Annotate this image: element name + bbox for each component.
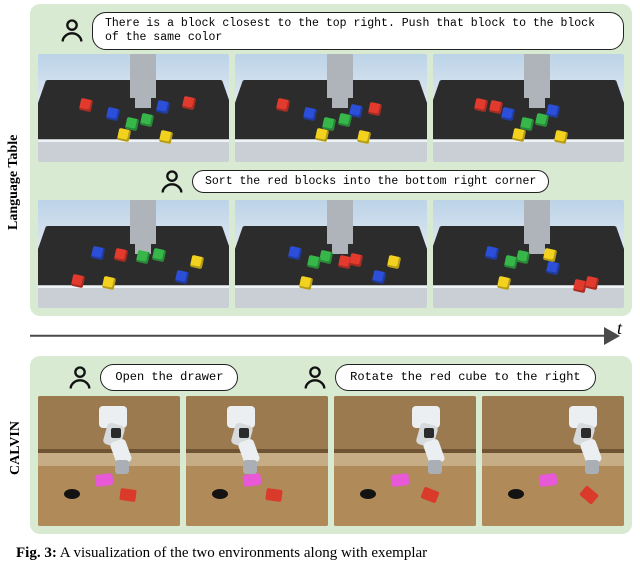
calvin-scene	[38, 396, 180, 526]
calvin-instruction-1: Open the drawer	[100, 364, 238, 390]
person-icon	[158, 168, 186, 196]
lt-scene	[235, 54, 426, 162]
calvin-instruction-row: Open the drawer Rotate the red cube to t…	[38, 364, 624, 392]
time-arrow: t	[30, 322, 622, 350]
lt-row-2	[38, 200, 624, 308]
lt-instruction-row-1: There is a block closest to the top righ…	[38, 12, 624, 50]
calvin-instruction-2: Rotate the red cube to the right	[335, 364, 595, 390]
lt-scene	[433, 54, 624, 162]
time-arrow-label: t	[617, 318, 622, 339]
lt-row-1	[38, 54, 624, 162]
language-table-panel: Language Table There is a block closest …	[30, 4, 632, 316]
lt-scene	[235, 200, 426, 308]
calvin-scene	[334, 396, 476, 526]
calvin-scene	[186, 396, 328, 526]
lt-instruction-row-2: Sort the red blocks into the bottom righ…	[38, 168, 624, 196]
caption-text: A visualization of the two environments …	[57, 545, 427, 561]
calvin-panel: CALVIN Open the drawer Rotate the red cu…	[30, 356, 632, 534]
lt-scene	[433, 200, 624, 308]
time-arrow-line	[30, 334, 604, 337]
language-table-label: Language Table	[6, 90, 22, 230]
caption-prefix: Fig. 3:	[16, 545, 57, 561]
figure-caption: Fig. 3: A visualization of the two envir…	[8, 534, 632, 564]
calvin-scene	[482, 396, 624, 526]
lt-instruction-2: Sort the red blocks into the bottom righ…	[192, 170, 549, 194]
lt-scene	[38, 54, 229, 162]
calvin-row	[38, 396, 624, 526]
lt-instruction-1: There is a block closest to the top righ…	[92, 12, 624, 50]
person-icon	[66, 364, 94, 392]
lt-scene	[38, 200, 229, 308]
person-icon	[58, 17, 86, 45]
calvin-label: CALVIN	[8, 415, 24, 475]
person-icon	[301, 364, 329, 392]
